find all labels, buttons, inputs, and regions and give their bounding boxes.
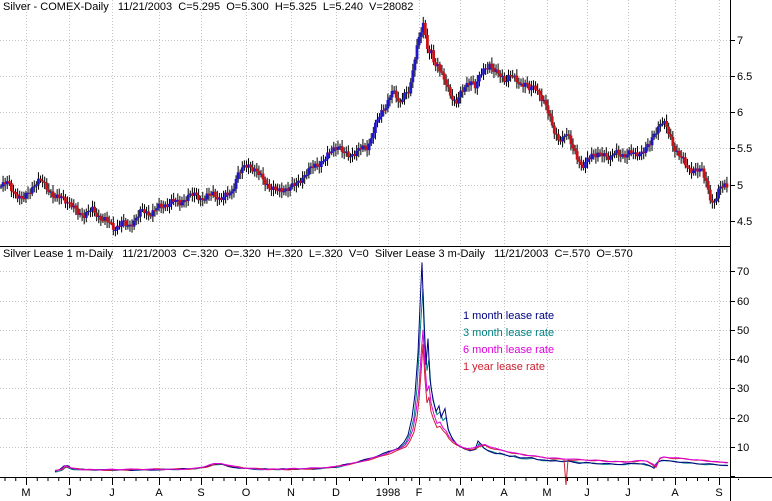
legend-item-2: 3 month lease rate	[463, 327, 555, 339]
xtick-label-A: A	[500, 487, 508, 499]
lease-ytick-70: 70	[737, 266, 749, 278]
legend-item-4: 1 year lease rate	[463, 361, 545, 373]
lease-panel-header: Silver Lease 1 m-Daily 11/21/2003 C=.320…	[3, 248, 633, 260]
legend-item-1: 1 month lease rate	[463, 310, 555, 322]
price-ytick-5.5: 5.5	[737, 143, 752, 155]
lease-ytick-50: 50	[737, 325, 749, 337]
lease-ytick-0: .	[737, 471, 740, 483]
price-ytick-4.5: 4.5	[737, 216, 752, 228]
xtick-label-J: J	[584, 487, 590, 499]
xtick-label-M: M	[455, 487, 464, 499]
lease-ytick-40: 40	[737, 354, 749, 366]
xtick-label-S: S	[197, 487, 204, 499]
xtick-label-F: F	[416, 487, 423, 499]
lease-ytick-30: 30	[737, 383, 749, 395]
xtick-label-1998: 1998	[376, 487, 400, 499]
price-ytick-6: 6	[737, 107, 743, 119]
xtick-label-M: M	[542, 487, 551, 499]
xtick-label-J: J	[66, 487, 72, 499]
xtick-label-M: M	[21, 487, 30, 499]
legend-item-3: 6 month lease rate	[463, 344, 555, 356]
price-ytick-5: 5	[737, 180, 743, 192]
price-ytick-6.5: 6.5	[737, 71, 752, 83]
price-ytick-7: 7	[737, 35, 743, 47]
xtick-label-J: J	[625, 487, 631, 499]
xtick-label-J: J	[109, 487, 115, 499]
lease-ytick-20: 20	[737, 413, 749, 425]
xtick-label-O: O	[242, 487, 251, 499]
price-panel-header: Silver - COMEX-Daily 11/21/2003 C=5.295 …	[3, 1, 414, 13]
xtick-label-S: S	[715, 487, 722, 499]
xtick-label-D: D	[332, 487, 340, 499]
lease-rate-legend: 1 month lease rate 3 month lease rate 6 mo…	[463, 308, 554, 376]
xtick-label-A: A	[155, 487, 163, 499]
lease-ytick-10: 10	[737, 442, 749, 454]
xtick-label-A: A	[671, 487, 679, 499]
lease-ytick-60: 60	[737, 296, 749, 308]
xtick-label-N: N	[287, 487, 295, 499]
